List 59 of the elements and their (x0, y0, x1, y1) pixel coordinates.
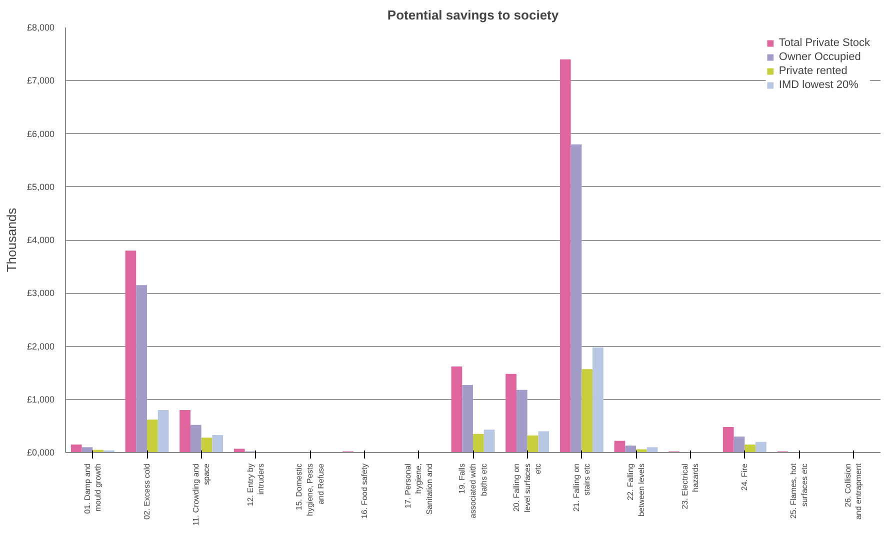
bar (125, 250, 136, 452)
bar (516, 390, 528, 452)
bar (722, 427, 734, 452)
bar (180, 410, 190, 452)
bar (82, 447, 93, 452)
bar (212, 434, 224, 452)
x-tick-label: 25. Flames, hot surfaces etc (789, 462, 809, 519)
x-tick-label: 12. Entry by intruders (246, 464, 266, 506)
x-tick-label: 15. Domestic hygiene, Pests and Refuse (294, 462, 326, 516)
bar (190, 424, 202, 452)
bar (582, 369, 593, 452)
bar (451, 366, 462, 452)
bar (527, 436, 538, 452)
y-tick-label: £2,000 (26, 341, 55, 352)
bar (734, 436, 745, 452)
bar (462, 385, 473, 452)
bar (484, 430, 495, 452)
bar (744, 444, 756, 452)
bar (201, 438, 212, 452)
bar (158, 410, 169, 452)
bar (625, 446, 636, 452)
y-tick-label: £1,000 (26, 394, 55, 404)
x-tick-label: 20. Falling on level surfaces etc (512, 463, 543, 512)
bar (570, 144, 582, 452)
bar (136, 285, 147, 452)
bar (646, 447, 658, 452)
bar (473, 434, 484, 452)
bar (147, 420, 158, 452)
x-tick-label: 21. Falling on stairs etc (572, 463, 592, 512)
legend-label: IMD lowest 20% (778, 79, 858, 91)
chart-title: Potential savings to society (387, 8, 560, 22)
bar (70, 444, 82, 452)
bar (614, 440, 626, 452)
x-tick-label: 17. Personal hygiene, Sanitation and (403, 463, 434, 515)
y-axis-title: Thousands (4, 207, 19, 272)
x-tick-label: 24. Fire (740, 462, 750, 491)
y-tick-label: £8,000 (26, 22, 55, 32)
y-tick-label: £5,000 (26, 182, 55, 192)
y-tick-label: £4,000 (26, 235, 55, 245)
x-tick-label: 23. Electrical hazards (680, 463, 700, 510)
bar (560, 59, 571, 452)
legend-label: Total Private Stock (778, 37, 870, 49)
legend-label: Private rented (778, 65, 848, 77)
x-tick-label: 19. Falls associated with baths etc (458, 463, 488, 518)
bar (592, 347, 604, 452)
x-tick-label: 16. Food safety (360, 463, 369, 519)
x-tick-label: 02. Excess cold (142, 463, 152, 520)
y-tick-label: £0,000 (26, 448, 55, 458)
x-tick-label: 01. Damp and mould growth (82, 463, 103, 514)
y-tick-label: £7,000 (26, 76, 55, 86)
legend-label: Owner Occupied (778, 51, 861, 63)
x-tick-label: 11. Crowding and space (191, 462, 212, 526)
x-tick-label: 26. Collision and entrapment (843, 462, 864, 520)
bar (538, 431, 550, 452)
bar (756, 442, 766, 452)
y-tick-label: £6,000 (26, 128, 55, 139)
y-tick-label: £3,000 (26, 288, 55, 298)
bar (506, 374, 516, 452)
x-tick-label: 22. Falling between levels (626, 463, 646, 516)
